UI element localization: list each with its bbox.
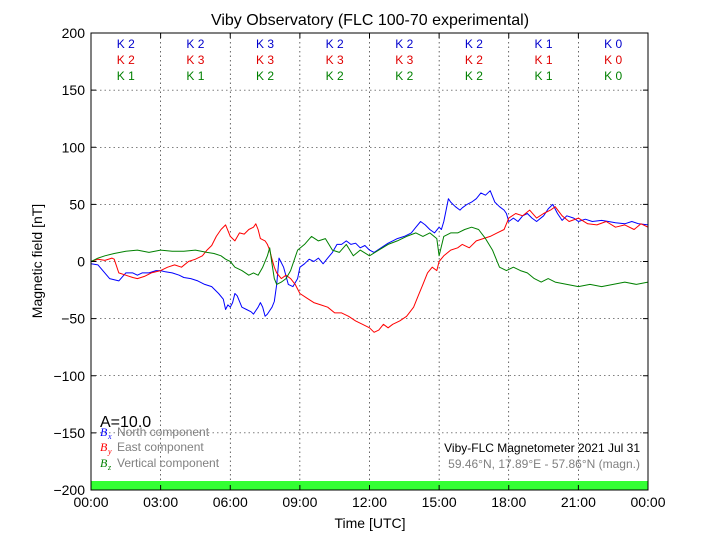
legend-symbol: B [100, 440, 108, 454]
y-tick-label: 200 [62, 25, 86, 41]
k-index-label: K 2 [117, 53, 135, 67]
k-index-label: K 3 [326, 53, 344, 67]
k-index-label: K 2 [186, 37, 204, 51]
x-tick-label: 18:00 [491, 494, 526, 510]
series-vertical-line [91, 226, 648, 288]
k-index-label: K 2 [326, 37, 344, 51]
k-index-label: K 2 [465, 53, 483, 67]
legend-symbol: B [100, 456, 108, 470]
grid [91, 33, 648, 490]
k-index-label: K 2 [395, 69, 413, 83]
k-index-label: K 3 [395, 53, 413, 67]
x-axis-label: Time [UTC] [334, 515, 405, 531]
x-tick-label: 15:00 [422, 494, 457, 510]
k-index-label: K 3 [256, 53, 274, 67]
k-index-label: K 1 [535, 69, 553, 83]
k-index-label: K 2 [117, 37, 135, 51]
y-tick-label: −200 [53, 482, 85, 498]
k-index-label: K 0 [604, 37, 622, 51]
series-north-line [91, 190, 648, 317]
x-tick-label: 06:00 [213, 494, 248, 510]
legend-subscript: x [107, 432, 112, 441]
series-east-line [91, 206, 648, 333]
k-index-label: K 3 [186, 53, 204, 67]
legend-label: East component [117, 440, 204, 454]
y-tick-label: 50 [69, 196, 85, 212]
y-tick-label: 0 [77, 254, 85, 270]
k-index-label: K 2 [395, 37, 413, 51]
y-tick-label: −150 [53, 425, 85, 441]
x-tick-label: 21:00 [561, 494, 596, 510]
k-index-label: K 1 [535, 37, 553, 51]
k-index-label: K 1 [535, 53, 553, 67]
legend-symbol: B [100, 425, 108, 439]
legend-label: North component [117, 425, 210, 439]
series-lines [91, 190, 648, 333]
k-index-label: K 2 [256, 69, 274, 83]
x-tick-label: 09:00 [282, 494, 317, 510]
k-index-label: K 1 [186, 69, 204, 83]
k-index-label: K 3 [256, 37, 274, 51]
x-axis: 00:00 03:00 06:00 09:00 12:00 15:00 18:00 21:00… [73, 33, 666, 510]
legend-subscript: z [107, 463, 112, 472]
x-tick-label: 00:00 [73, 494, 108, 510]
k-index-label: K 1 [117, 69, 135, 83]
x-tick-label: 12:00 [352, 494, 387, 510]
k-index-label: K 2 [465, 37, 483, 51]
y-tick-label: 100 [62, 139, 86, 155]
k-index-label: K 0 [604, 53, 622, 67]
y-axis: 200 150 100 50 0 −50 −100 −150 −200 [53, 25, 648, 498]
station-label: Viby-FLC Magnetometer 2021 Jul 31 [444, 441, 640, 455]
y-axis-label: Magnetic field [nT] [29, 204, 45, 318]
k-index-table: K 2 K 2 K 3 K 2 K 2 K 2 K 1 K 0 K 2 K 3 K 3 K 3 K 3 K… [117, 37, 623, 83]
station-coords: 59.46°N, 17.89°E - 57.86°N (magn.) [448, 457, 640, 471]
x-tick-label: 00:00 [630, 494, 665, 510]
legend-subscript: y [107, 447, 112, 456]
x-tick-label: 03:00 [143, 494, 178, 510]
y-tick-label: 150 [62, 82, 86, 98]
k-index-label: K 2 [326, 69, 344, 83]
k-index-label: K 2 [465, 69, 483, 83]
a-index-label: A=10.0 [100, 414, 151, 431]
chart-title: Viby Observatory (FLC 100-70 experimenta… [211, 12, 529, 29]
y-tick-label: −50 [61, 311, 85, 327]
k-index-label: K 0 [604, 69, 622, 83]
legend-label: Vertical component [117, 456, 220, 470]
y-tick-label: −100 [53, 368, 85, 384]
